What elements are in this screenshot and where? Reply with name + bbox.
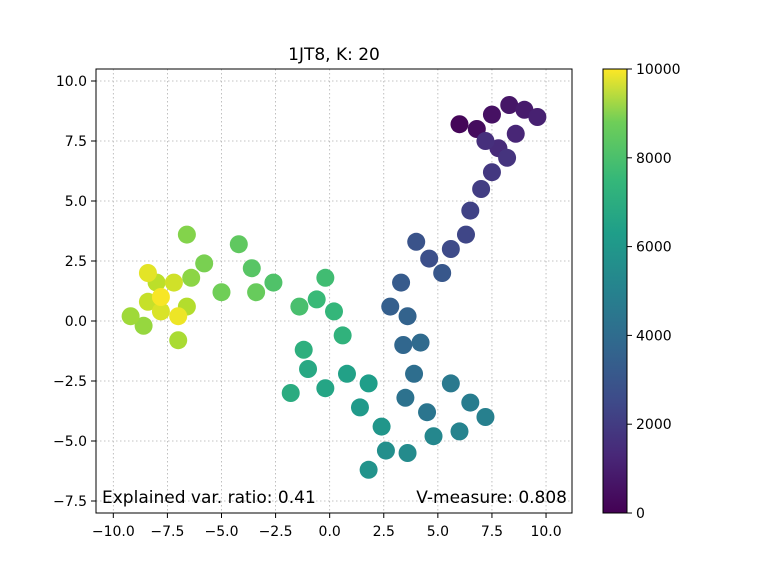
scatter-point [372,417,391,436]
scatter-point [418,403,437,422]
scatter-point [264,273,283,292]
scatter-point [506,124,525,143]
scatter-point [229,235,248,254]
y-tick-label: 7.5 [65,134,87,150]
scatter-point [461,393,480,412]
scatter-point [441,374,460,393]
colorbar-tick-label: 4000 [636,328,672,344]
x-tick-label: 7.5 [481,524,503,540]
scatter-point [394,336,413,354]
chart-title: 1JT8, K: 20 [288,45,380,65]
scatter-point [151,302,170,321]
x-tick-label: 5.0 [427,524,449,540]
scatter-point [350,398,369,417]
scatter-point [381,297,400,316]
scatter-point [294,340,313,359]
scatter-point [528,108,547,126]
scatter-point [290,297,309,316]
scatter-point [121,307,140,326]
scatter-point [307,290,326,309]
scatter-point [392,273,411,292]
scatter-point [482,105,501,124]
colorbar [602,68,628,514]
y-axis-ticks: −7.5 −5.0 −2.5 0.0 2.5 5.0 7.5 10.0 [53,74,96,510]
scatter-point [398,444,417,462]
explained-variance-annotation: Explained var. ratio: 0.41 [102,488,316,508]
scatter-point [182,268,201,287]
scatter-point [151,288,170,306]
scatter-point [398,307,417,326]
y-tick-label: −5.0 [53,434,87,450]
v-measure-annotation: V-measure: 0.808 [416,488,567,508]
x-tick-label: 0.0 [319,524,341,540]
scatter-point [359,460,378,479]
y-tick-label: −2.5 [53,374,87,390]
y-tick-label: 2.5 [65,254,87,270]
colorbar-tick-label: 8000 [636,151,672,167]
scatter-point [359,374,378,393]
scatter-point [424,427,443,446]
colorbar-tick-label: 0 [636,506,645,522]
scatter-point [407,232,426,251]
x-axis-ticks: −10.0 −7.5 −5.0 −2.5 0.0 2.5 5.0 7.5 10.0 [92,513,562,540]
scatter-point [333,326,352,345]
scatter-point [281,384,300,402]
scatter-point [396,388,415,407]
scatter-point [337,364,356,383]
scatter-point [476,408,495,426]
scatter-point [376,441,395,460]
scatter-point [195,254,214,273]
scatter-point [242,259,261,278]
scatter-point [169,331,188,350]
scatter-point [138,264,157,282]
scatter-point [420,249,439,268]
scatter-point [405,364,424,383]
plot-frame [95,68,573,514]
x-tick-label: 10.0 [530,524,561,540]
scatter-point [325,302,343,321]
scatter-point [316,268,335,287]
scatter-point [450,115,469,134]
scatter-point [212,283,231,302]
colorbar-tick-label: 2000 [636,417,672,433]
scatter-point [450,422,469,441]
x-tick-label: −7.5 [150,524,184,540]
x-tick-label: −10.0 [92,524,135,540]
x-tick-label: −2.5 [259,524,293,540]
scatter-point [247,283,266,302]
scatter-point [500,96,519,114]
y-tick-label: 0.0 [65,314,87,330]
y-tick-label: 10.0 [56,74,87,90]
scatter-point [411,333,430,352]
scatter-point [441,240,460,258]
scatter-point [461,201,480,220]
scatter-point [472,180,491,198]
scatter-point [169,307,188,326]
y-tick-label: −7.5 [53,494,87,510]
scatter-point [177,225,196,244]
y-tick-label: 5.0 [65,194,87,210]
x-tick-label: −5.0 [204,524,238,540]
colorbar-tick-label: 6000 [636,240,672,256]
scatter-point [482,163,501,182]
scatter-point [456,225,475,244]
scatter-point [316,379,335,398]
scatter-point [299,360,318,378]
colorbar-ticks: 0 2000 4000 6000 8000 10000 [627,62,681,522]
scatter-point [498,148,517,167]
scatter-point [164,273,183,292]
scatter-point [433,264,452,282]
colorbar-tick-label: 10000 [636,62,681,78]
scatter-point [476,132,495,150]
scatter-point [134,316,153,335]
scatter-points [121,96,547,479]
x-tick-label: 2.5 [373,524,395,540]
